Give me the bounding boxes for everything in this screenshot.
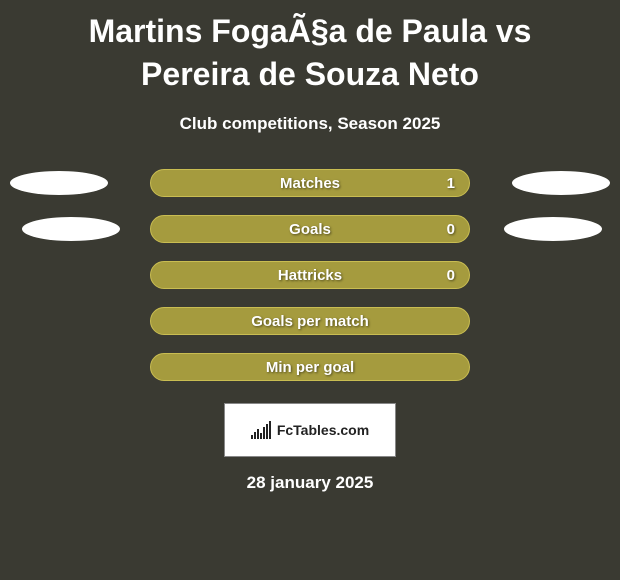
stat-label: Goals [289,221,331,238]
stat-label: Hattricks [278,267,342,284]
logo-bar-segment [266,424,268,439]
ellipse-left [10,171,108,195]
logo-bar-segment [269,421,271,439]
stat-bar: Matches 1 [150,169,470,197]
logo-bar-segment [251,435,253,439]
stat-bar: Hattricks 0 [150,261,470,289]
stat-value: 0 [447,221,455,238]
footer-brand-text: FcTables.com [277,422,369,438]
stats-container: Matches 1 Goals 0 Hattricks 0 Goals per match M… [0,169,620,381]
ellipse-right [512,171,610,195]
subtitle: Club competitions, Season 2025 [0,114,620,134]
footer-logo: FcTables.com [251,421,369,439]
stat-value: 1 [447,175,455,192]
stat-value: 0 [447,267,455,284]
chart-icon [251,421,271,439]
logo-bar-segment [257,429,259,439]
stat-label: Min per goal [266,359,354,376]
stat-row: Min per goal [0,353,620,381]
stat-label: Goals per match [251,313,369,330]
stat-row: Hattricks 0 [0,261,620,289]
ellipse-left [22,217,120,241]
stat-row: Goals 0 [0,215,620,243]
date-text: 28 january 2025 [0,473,620,493]
footer-brand-box: FcTables.com [224,403,396,457]
ellipse-right [504,217,602,241]
logo-bar-segment [260,433,262,439]
stat-bar: Min per goal [150,353,470,381]
stat-bar: Goals per match [150,307,470,335]
logo-bar-segment [254,432,256,439]
logo-bar-segment [263,427,265,439]
stat-row: Matches 1 [0,169,620,197]
stat-bar: Goals 0 [150,215,470,243]
stat-label: Matches [280,175,340,192]
stat-row: Goals per match [0,307,620,335]
page-title: Martins FogaÃ§a de Paula vs Pereira de S… [0,0,620,96]
